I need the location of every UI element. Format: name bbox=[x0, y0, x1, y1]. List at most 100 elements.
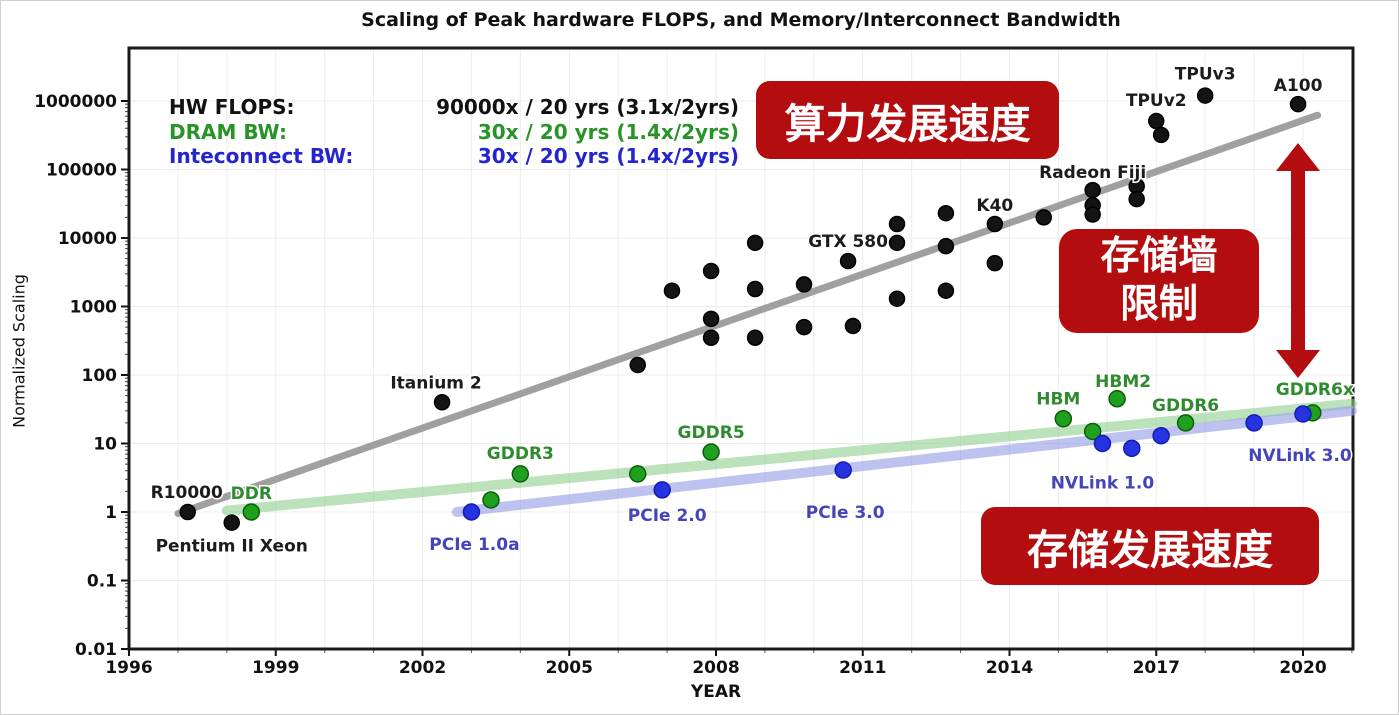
hw-flops-point bbox=[629, 356, 646, 374]
data-point-label: TPUv3 bbox=[1175, 65, 1236, 85]
data-point-label: NVLink 1.0 bbox=[1051, 474, 1155, 494]
hw-flops-point bbox=[1035, 209, 1052, 226]
hw-flops-point bbox=[433, 394, 451, 411]
hw-flops-point bbox=[663, 282, 681, 299]
annotation-compute-speed: 算力发展速度 bbox=[756, 81, 1059, 159]
y-tick-label: 1000 bbox=[70, 298, 117, 318]
dram-bw-point bbox=[1108, 390, 1126, 408]
x-axis-title: YEAR bbox=[690, 682, 742, 702]
legend-series-stats: 30x / 20 yrs (1.4x/2yrs) bbox=[477, 119, 739, 144]
dram-bw-point bbox=[628, 465, 647, 483]
y-tick-label: 10000 bbox=[58, 229, 117, 249]
hw-flops-point bbox=[839, 252, 857, 270]
interconnect-bw-point bbox=[653, 481, 671, 499]
x-tick-label: 2011 bbox=[839, 658, 886, 678]
hw-flops-point bbox=[888, 290, 906, 307]
data-point-label: HBM bbox=[1036, 390, 1080, 410]
hw-flops-point bbox=[1084, 181, 1101, 199]
interconnect-bw-trend-line bbox=[451, 405, 1357, 517]
chart-title: Scaling of Peak hardware FLOPS, and Memo… bbox=[361, 9, 1121, 31]
hw-flops-point bbox=[702, 329, 720, 346]
annotation-memory-wall: 存储墙 限制 bbox=[1059, 229, 1259, 333]
hw-flops-point bbox=[844, 317, 862, 335]
legend-series-name: DRAM BW: bbox=[169, 119, 287, 144]
hw-flops-point bbox=[746, 280, 764, 298]
hw-flops-point bbox=[179, 503, 196, 521]
hw-flops-trend-line bbox=[174, 111, 1322, 518]
dram-bw-point bbox=[702, 443, 720, 461]
dram-bw-point bbox=[482, 491, 500, 509]
data-point-label: PCIe 3.0 bbox=[806, 503, 885, 523]
legend-row: HW FLOPS: 90000x / 20 yrs (3.1x/2yrs) bbox=[169, 95, 739, 120]
legend-series-name: Inteconnect BW: bbox=[169, 144, 354, 168]
interconnect-bw-point bbox=[1152, 426, 1170, 445]
data-point-label: R10000 bbox=[151, 483, 223, 503]
hw-flops-point bbox=[1196, 87, 1214, 104]
plot-frame bbox=[127, 46, 1355, 651]
x-tick-label: 1996 bbox=[105, 658, 152, 678]
memory-wall-gap-arrow bbox=[1276, 143, 1320, 378]
x-tick-label: 2020 bbox=[1279, 658, 1326, 678]
y-tick-label: 10 bbox=[93, 435, 117, 455]
dram-bw-point bbox=[1176, 414, 1195, 432]
legend-row: Inteconnect BW: 30x / 20 yrs (1.4x/2yrs) bbox=[169, 144, 739, 169]
data-point-label: A100 bbox=[1274, 76, 1323, 96]
x-tick-label: 2008 bbox=[692, 658, 739, 678]
x-tick-label: 2002 bbox=[399, 658, 446, 678]
hw-flops-point bbox=[1289, 95, 1307, 113]
hw-flops-point bbox=[746, 234, 764, 252]
hw-flops-point bbox=[795, 318, 813, 336]
data-point-label: TPUv2 bbox=[1126, 91, 1187, 111]
data-point-label: GDDR6x bbox=[1276, 380, 1354, 400]
dram-bw-point bbox=[1054, 409, 1073, 428]
data-point-label: Radeon Fiji bbox=[1039, 163, 1146, 183]
hw-flops-point bbox=[746, 329, 764, 346]
hw-flops-point bbox=[223, 514, 240, 531]
dram-bw-point bbox=[1083, 422, 1102, 441]
annotation-storage-speed: 存储发展速度 bbox=[981, 507, 1319, 585]
hw-flops-point bbox=[1152, 126, 1170, 144]
dram-bw-point bbox=[242, 503, 261, 521]
data-point-label: Itanium 2 bbox=[390, 373, 481, 393]
legend: HW FLOPS: 90000x / 20 yrs (3.1x/2yrs) DRAM… bbox=[169, 95, 739, 169]
interconnect-bw-point bbox=[834, 461, 852, 479]
hw-flops-point bbox=[937, 204, 955, 222]
arrow-head-up-icon bbox=[1276, 143, 1320, 171]
y-tick-label: 100 bbox=[82, 366, 118, 386]
hw-flops-point bbox=[1128, 190, 1145, 208]
hw-flops-point bbox=[986, 254, 1004, 272]
legend-series-name: HW FLOPS: bbox=[169, 95, 295, 119]
hw-flops-point bbox=[937, 282, 955, 299]
data-point-label: DDR bbox=[231, 484, 272, 504]
hw-flops-point bbox=[1148, 112, 1165, 130]
data-point-label: Pentium II Xeon bbox=[156, 537, 308, 557]
interconnect-bw-point bbox=[1245, 414, 1263, 432]
y-tick-label: 1000000 bbox=[34, 92, 117, 112]
y-axis-title: Normalized Scaling bbox=[9, 274, 29, 428]
dram-bw-trend-line bbox=[221, 398, 1357, 516]
data-point-label: PCIe 1.0a bbox=[429, 535, 519, 555]
legend-series-stats: 30x / 20 yrs (1.4x/2yrs) bbox=[477, 144, 739, 168]
data-point-label: PCIe 2.0 bbox=[628, 506, 707, 526]
hw-flops-point bbox=[702, 310, 720, 328]
interconnect-bw-point bbox=[462, 503, 481, 521]
interconnect-bw-point bbox=[1093, 434, 1112, 453]
hw-flops-point bbox=[702, 262, 720, 280]
hw-flops-point bbox=[1084, 206, 1101, 223]
interconnect-bw-point bbox=[1294, 405, 1312, 423]
data-point-label: HBM2 bbox=[1095, 372, 1151, 392]
arrow-head-down-icon bbox=[1276, 350, 1320, 378]
hw-flops-point bbox=[888, 215, 906, 233]
y-tick-label: 1 bbox=[105, 503, 117, 523]
data-point-label: GDDR6 bbox=[1152, 396, 1219, 416]
hw-flops-point bbox=[888, 234, 906, 252]
x-tick-label: 2005 bbox=[546, 658, 593, 678]
hw-flops-point bbox=[795, 276, 813, 293]
dram-bw-point bbox=[511, 465, 530, 483]
y-tick-label: 0.01 bbox=[75, 640, 117, 660]
interconnect-bw-point bbox=[1123, 439, 1141, 458]
x-tick-label: 2014 bbox=[986, 658, 1033, 678]
data-point-label: GDDR5 bbox=[678, 423, 745, 443]
data-point-label: NVLink 3.0 bbox=[1248, 446, 1352, 466]
